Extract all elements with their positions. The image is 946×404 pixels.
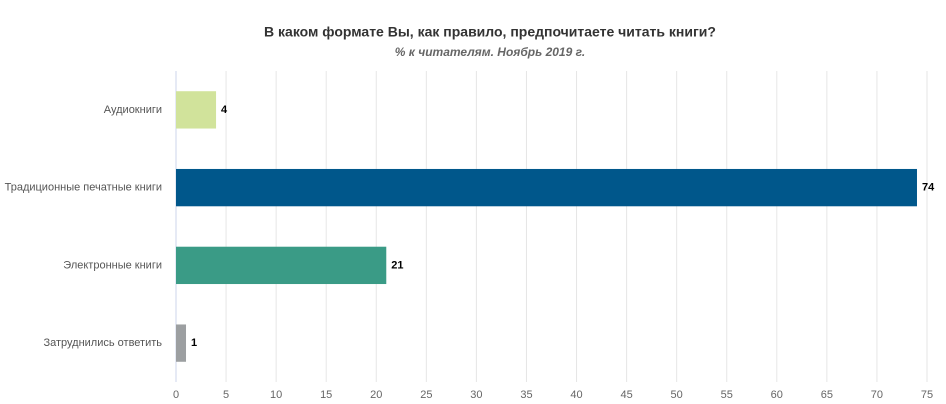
x-tick-label: 35 — [520, 389, 532, 401]
x-tick-label: 65 — [821, 389, 833, 401]
x-tick-label: 30 — [470, 389, 482, 401]
bar — [176, 168, 917, 207]
x-tick-label: 20 — [370, 389, 382, 401]
y-tick-label: Электронные книги — [63, 259, 162, 271]
x-tick-label: 75 — [921, 389, 933, 401]
data-label: 74 — [922, 182, 935, 194]
x-tick-label: 60 — [771, 389, 783, 401]
x-tick-label: 0 — [173, 389, 179, 401]
x-tick-label: 5 — [223, 389, 229, 401]
bar — [176, 91, 217, 129]
y-tick-label: Аудиокниги — [104, 104, 162, 116]
data-label: 4 — [221, 104, 228, 116]
x-tick-label: 70 — [871, 389, 883, 401]
x-tick-label: 15 — [320, 389, 332, 401]
x-tick-label: 45 — [620, 389, 632, 401]
bar — [176, 246, 387, 285]
chart-title: В каком формате Вы, как правило, предпоч… — [264, 24, 716, 40]
data-label: 21 — [391, 259, 403, 271]
x-tick-label: 55 — [721, 389, 733, 401]
chart-subtitle: % к читателям. Ноябрь 2019 г. — [395, 45, 585, 59]
x-tick-label: 40 — [570, 389, 582, 401]
x-tick-label: 50 — [671, 389, 683, 401]
x-tick-label: 25 — [420, 389, 432, 401]
bar — [176, 324, 187, 362]
y-tick-label: Затруднились ответить — [43, 337, 162, 349]
x-tick-label: 10 — [270, 389, 282, 401]
data-label: 1 — [191, 337, 197, 349]
y-tick-label: Традиционные печатные книги — [5, 182, 162, 194]
